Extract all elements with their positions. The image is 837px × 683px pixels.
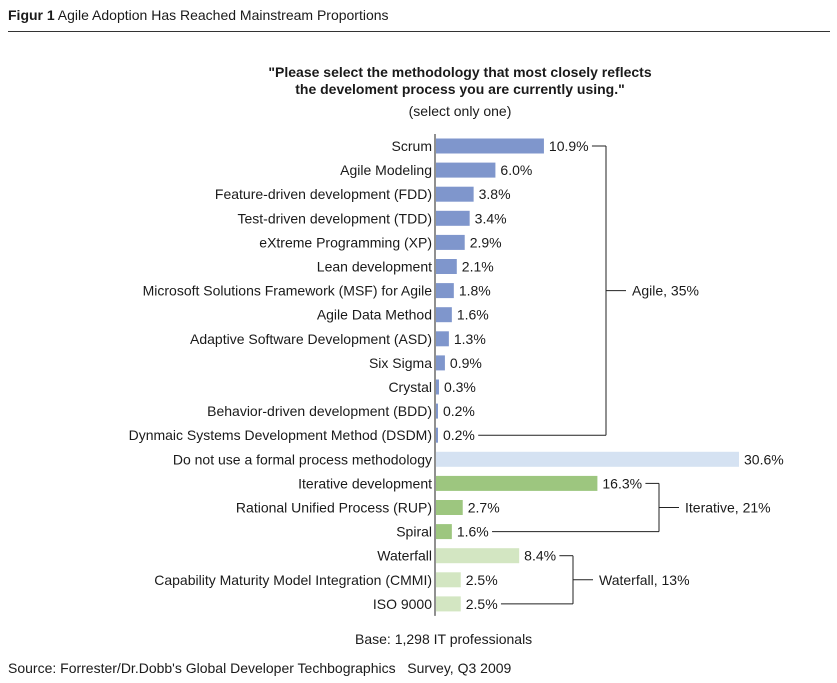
bar: [436, 403, 438, 419]
category-label: ISO 9000: [373, 596, 432, 612]
chart-subtitle: (select only one): [408, 103, 512, 119]
value-label: 2.7%: [468, 500, 500, 516]
value-label: 6.0%: [500, 162, 532, 178]
value-label: 1.6%: [457, 524, 489, 540]
bar: [436, 596, 461, 612]
category-label: Microsoft Solutions Framework (MSF) for …: [143, 283, 433, 299]
value-label: 2.5%: [466, 596, 498, 612]
value-label: 0.2%: [443, 427, 475, 443]
heading-divider: [8, 31, 830, 32]
value-label: 3.4%: [475, 210, 507, 226]
category-label: Capability Maturity Model Integration (C…: [154, 572, 432, 588]
base-note: Base: 1,298 IT professionals: [355, 631, 533, 647]
group-label: Waterfall, 13%: [599, 572, 690, 588]
value-label: 0.2%: [443, 403, 475, 419]
bar: [436, 210, 470, 226]
bar: [436, 138, 544, 154]
value-label: 1.6%: [457, 307, 489, 323]
figure-label: Figur 1: [8, 7, 55, 23]
value-label: 2.5%: [466, 572, 498, 588]
source-note: Source: Forrester/Dr.Dobb's Global Devel…: [8, 660, 512, 676]
bar: [436, 162, 496, 178]
bar: [436, 500, 463, 515]
bar: [436, 283, 454, 299]
bar: [436, 451, 739, 467]
value-label: 1.8%: [459, 283, 491, 299]
figure-heading: Figur 1 Agile Adoption Has Reached Mains…: [8, 7, 389, 23]
bar: [436, 259, 457, 274]
value-label: 2.9%: [470, 234, 502, 250]
bar: [436, 524, 452, 540]
bar: [436, 379, 439, 395]
chart-title-line1: "Please select the methodology that most…: [268, 64, 652, 80]
category-label: Rational Unified Process (RUP): [236, 500, 432, 516]
bar: [436, 548, 520, 564]
category-label: Six Sigma: [369, 355, 432, 371]
bar: [436, 355, 445, 371]
group-label: Agile, 35%: [632, 283, 699, 299]
chart-title-line2: the develoment process you are currently…: [295, 81, 625, 97]
value-label: 1.3%: [454, 331, 486, 347]
category-label: Spiral: [396, 524, 432, 540]
bar: [436, 307, 452, 323]
category-label: Waterfall: [377, 548, 432, 564]
value-label: 0.3%: [444, 379, 476, 395]
category-label: Do not use a formal process methodology: [173, 451, 432, 467]
bar: [436, 331, 449, 347]
category-label: Adaptive Software Development (ASD): [190, 331, 432, 347]
category-label: Test-driven development (TDD): [237, 210, 432, 226]
category-label: eXtreme Programming (XP): [259, 234, 432, 250]
bar: [436, 475, 598, 491]
category-label: Agile Modeling: [340, 162, 432, 178]
category-label: Lean development: [317, 259, 432, 275]
value-label: 2.1%: [462, 259, 494, 275]
category-label: Crystal: [388, 379, 432, 395]
category-label: Agile Data Method: [317, 307, 432, 323]
value-label: 8.4%: [524, 548, 556, 564]
category-label: Behavior-driven development (BDD): [207, 403, 432, 419]
value-label: 0.9%: [450, 355, 482, 371]
bar: [436, 427, 438, 443]
category-label: Dynmaic Systems Development Method (DSDM…: [129, 427, 432, 443]
value-label: 10.9%: [549, 138, 589, 154]
category-label: Feature-driven development (FDD): [215, 186, 432, 202]
chart-title: "Please select the methodology that most…: [210, 64, 710, 98]
value-label: 3.8%: [479, 186, 511, 202]
bar: [436, 234, 465, 250]
value-label: 16.3%: [602, 475, 642, 491]
bar: [436, 572, 461, 588]
category-label: Scrum: [392, 138, 432, 154]
category-label: Iterative development: [298, 475, 432, 491]
figure-title: Agile Adoption Has Reached Mainstream Pr…: [57, 7, 389, 23]
group-label: Iterative, 21%: [685, 500, 771, 516]
value-label: 30.6%: [744, 451, 784, 467]
bar: [436, 186, 474, 202]
